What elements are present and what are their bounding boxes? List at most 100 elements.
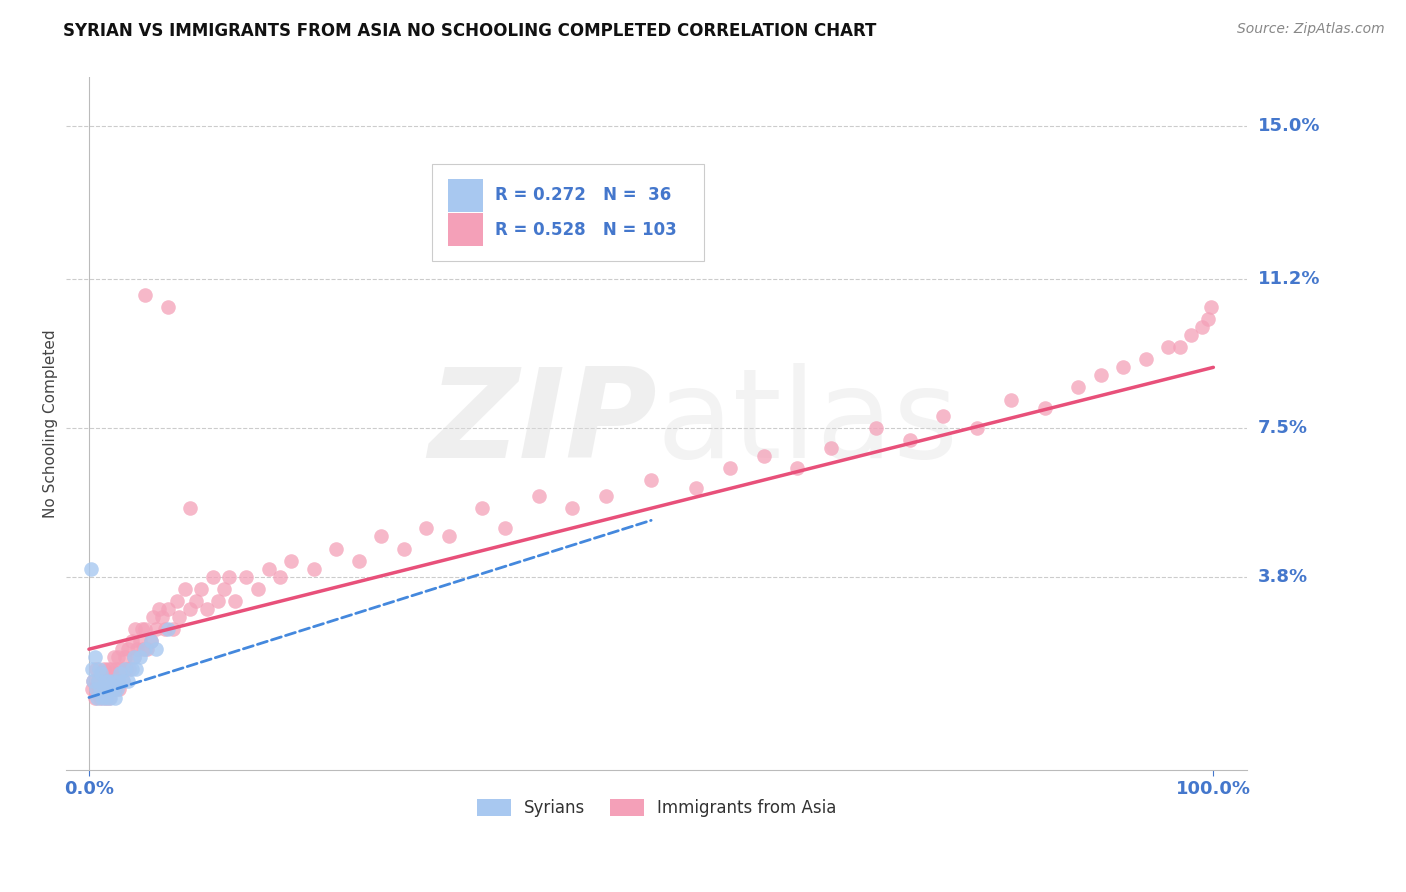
Point bbox=[97, 662, 120, 676]
Point bbox=[820, 441, 842, 455]
Point bbox=[218, 570, 240, 584]
Point bbox=[1168, 340, 1191, 354]
Point bbox=[97, 674, 120, 689]
Point bbox=[179, 602, 201, 616]
Point bbox=[105, 674, 128, 689]
Point bbox=[82, 682, 104, 697]
Point bbox=[125, 662, 148, 676]
Point bbox=[370, 529, 392, 543]
FancyBboxPatch shape bbox=[433, 164, 704, 261]
Point bbox=[82, 662, 104, 676]
Text: SYRIAN VS IMMIGRANTS FROM ASIA NO SCHOOLING COMPLETED CORRELATION CHART: SYRIAN VS IMMIGRANTS FROM ASIA NO SCHOOL… bbox=[63, 22, 877, 40]
Point bbox=[190, 582, 212, 596]
Point bbox=[114, 650, 136, 665]
Point bbox=[96, 682, 118, 697]
Text: Source: ZipAtlas.com: Source: ZipAtlas.com bbox=[1237, 22, 1385, 37]
Point bbox=[101, 682, 124, 697]
Text: R = 0.272   N =  36: R = 0.272 N = 36 bbox=[495, 186, 671, 204]
Point bbox=[155, 622, 177, 636]
Point bbox=[932, 409, 955, 423]
Text: R = 0.528   N = 103: R = 0.528 N = 103 bbox=[495, 221, 676, 239]
Point bbox=[111, 674, 134, 689]
Point bbox=[98, 674, 121, 689]
Point bbox=[167, 610, 190, 624]
Point bbox=[148, 602, 170, 616]
Point bbox=[139, 634, 162, 648]
Point bbox=[257, 562, 280, 576]
Point bbox=[93, 690, 115, 705]
Point bbox=[96, 682, 118, 697]
Point bbox=[156, 622, 179, 636]
Point bbox=[527, 489, 550, 503]
Point bbox=[132, 642, 155, 657]
Point bbox=[347, 553, 370, 567]
Point bbox=[898, 433, 921, 447]
Point bbox=[685, 481, 707, 495]
Point bbox=[105, 682, 128, 697]
Point bbox=[166, 594, 188, 608]
Point bbox=[91, 690, 114, 705]
Point bbox=[786, 461, 808, 475]
Point bbox=[134, 288, 156, 302]
Point bbox=[108, 682, 131, 697]
Point bbox=[142, 610, 165, 624]
Point bbox=[269, 570, 291, 584]
Point bbox=[103, 650, 125, 665]
Text: 11.2%: 11.2% bbox=[1258, 269, 1320, 288]
Point bbox=[302, 562, 325, 576]
Point bbox=[173, 582, 195, 596]
Point bbox=[966, 421, 988, 435]
FancyBboxPatch shape bbox=[447, 213, 484, 246]
Point bbox=[224, 594, 246, 608]
Point bbox=[114, 662, 136, 676]
Point bbox=[325, 541, 347, 556]
Point bbox=[83, 650, 105, 665]
Point bbox=[122, 650, 145, 665]
Point bbox=[89, 682, 111, 697]
Point bbox=[100, 682, 122, 697]
Y-axis label: No Schooling Completed: No Schooling Completed bbox=[44, 329, 58, 518]
Point bbox=[115, 662, 138, 676]
Point bbox=[82, 674, 104, 689]
Point bbox=[1067, 380, 1090, 394]
Legend: Syrians, Immigrants from Asia: Syrians, Immigrants from Asia bbox=[471, 792, 844, 824]
Point bbox=[471, 501, 494, 516]
Point bbox=[136, 642, 159, 657]
Point bbox=[84, 682, 107, 697]
Point bbox=[110, 642, 132, 657]
Point bbox=[121, 634, 143, 648]
Point bbox=[86, 690, 108, 705]
Point bbox=[104, 682, 127, 697]
Point bbox=[415, 521, 437, 535]
Point bbox=[117, 674, 139, 689]
Point bbox=[87, 662, 110, 676]
Point bbox=[134, 642, 156, 657]
Text: 7.5%: 7.5% bbox=[1258, 418, 1308, 437]
Point bbox=[865, 421, 887, 435]
Point bbox=[207, 594, 229, 608]
Text: atlas: atlas bbox=[657, 363, 959, 484]
Point bbox=[494, 521, 516, 535]
Point bbox=[212, 582, 235, 596]
Point bbox=[156, 300, 179, 314]
Point bbox=[82, 674, 104, 689]
Point bbox=[640, 473, 662, 487]
Point bbox=[90, 666, 112, 681]
Point bbox=[122, 650, 145, 665]
Point bbox=[100, 662, 122, 676]
Point bbox=[561, 501, 583, 516]
Point bbox=[110, 666, 132, 681]
Point bbox=[150, 610, 173, 624]
Point bbox=[124, 622, 146, 636]
Point bbox=[89, 690, 111, 705]
Point bbox=[87, 674, 110, 689]
Point bbox=[1000, 392, 1022, 407]
Point bbox=[134, 622, 156, 636]
Point bbox=[128, 650, 150, 665]
Point bbox=[93, 674, 115, 689]
Point bbox=[1180, 328, 1202, 343]
Point bbox=[87, 682, 110, 697]
Point bbox=[128, 634, 150, 648]
Point bbox=[1199, 300, 1222, 314]
Point bbox=[91, 682, 114, 697]
